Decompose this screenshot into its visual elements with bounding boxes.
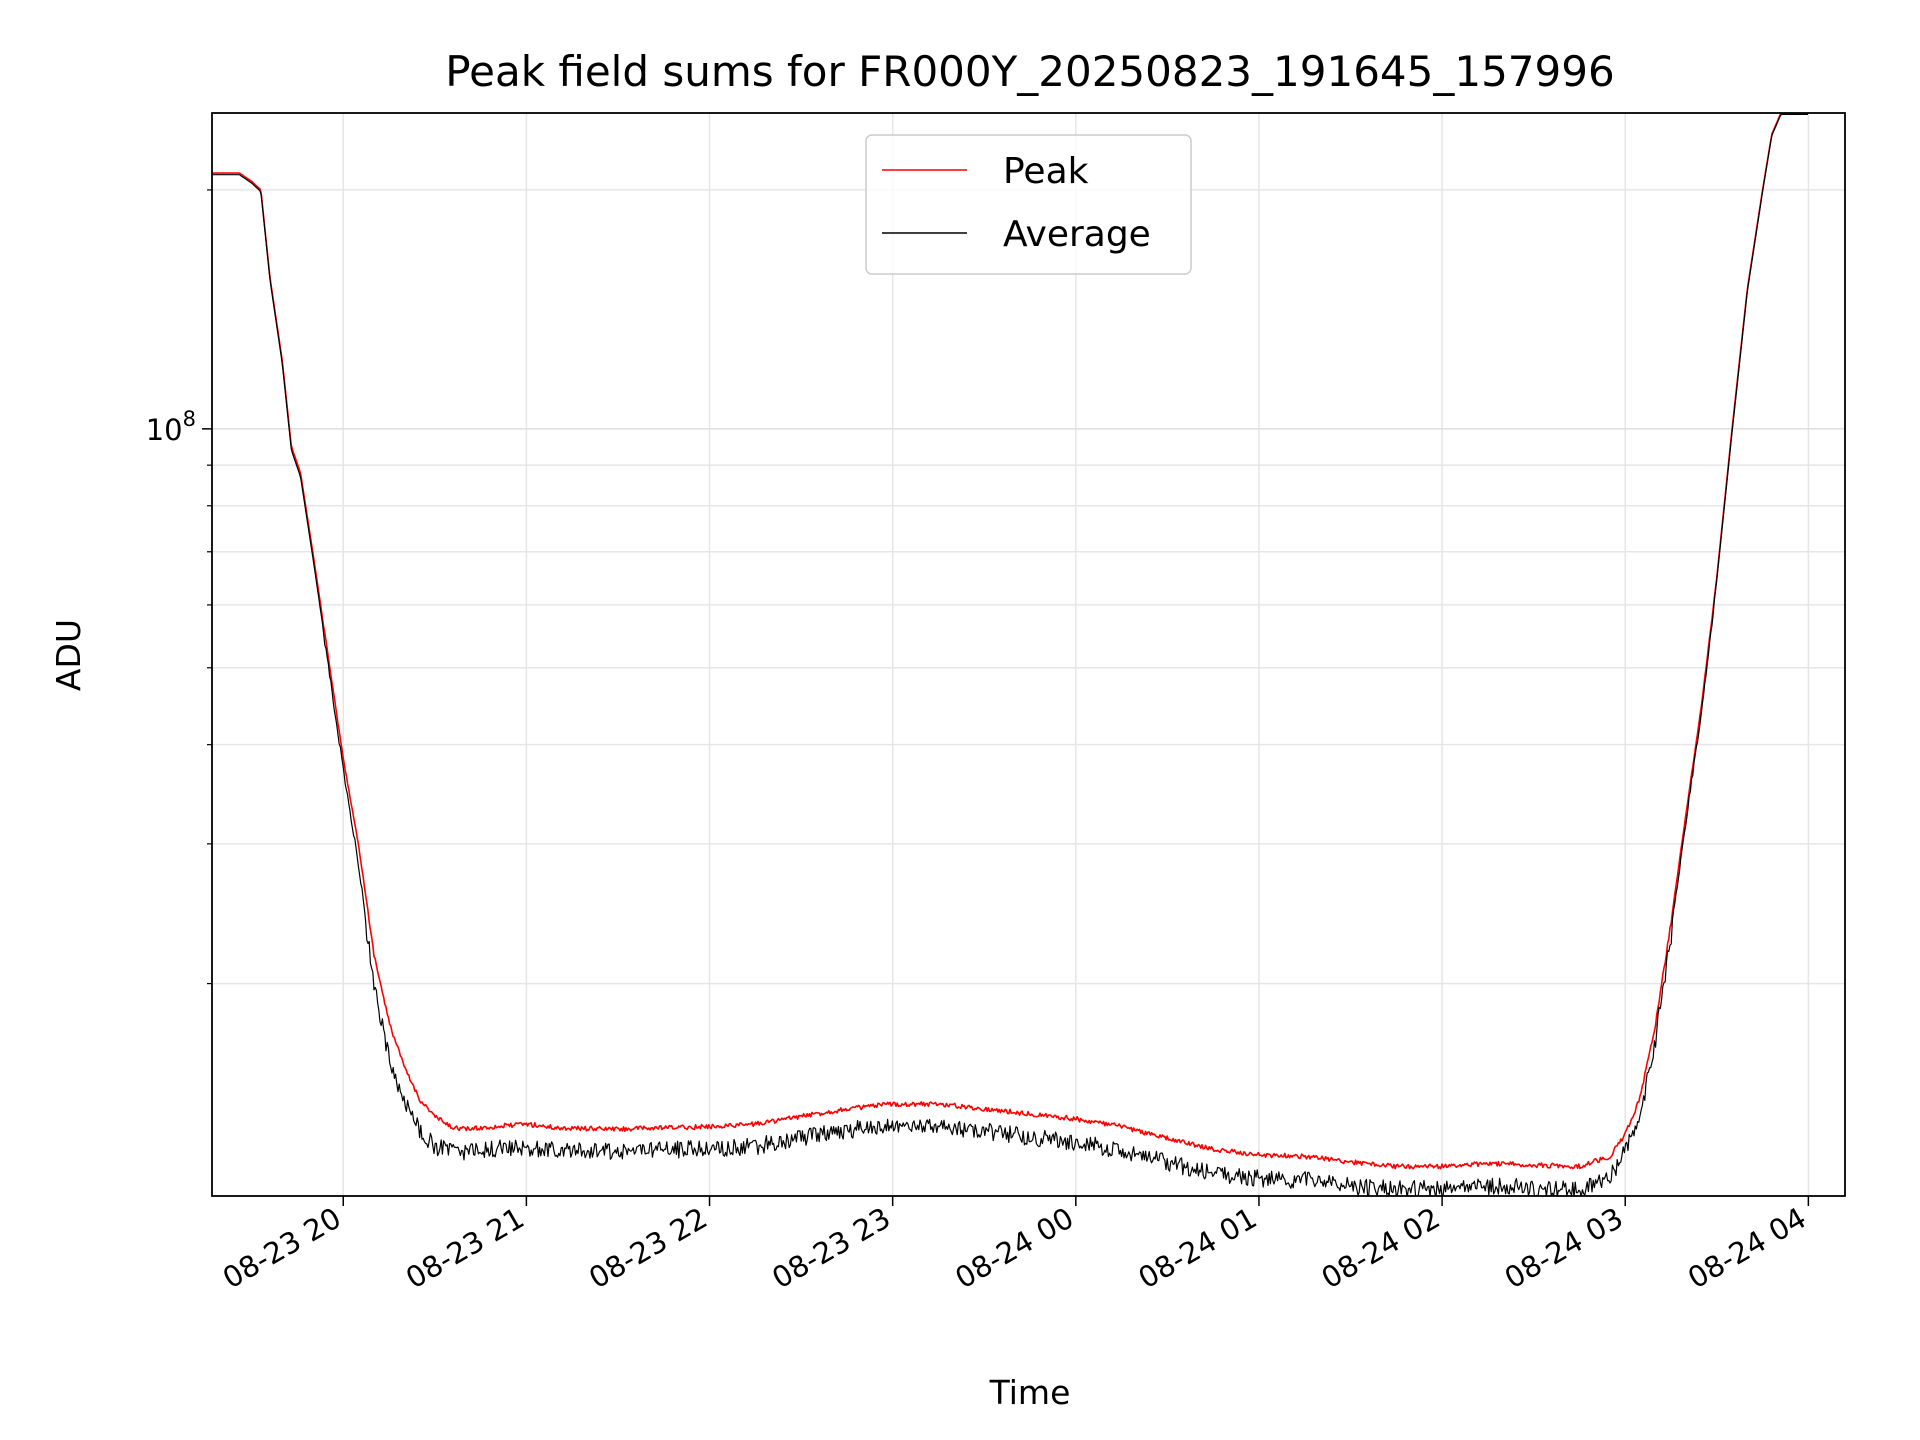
series-layer <box>212 113 1808 1196</box>
x-axis-label: Time <box>989 1373 1071 1412</box>
series-line-peak <box>212 113 1808 1170</box>
grid-lines <box>212 113 1845 1196</box>
y-tick-label: 108 <box>146 407 196 447</box>
y-axis-label: ADU <box>49 619 88 691</box>
plot-frame <box>211 112 1846 1197</box>
series-line-average <box>212 113 1808 1196</box>
legend-label-peak: Peak <box>1003 151 1089 192</box>
legend-label-average: Average <box>1003 214 1151 255</box>
legend: Peak Average <box>865 134 1192 275</box>
chart-title: Peak field sums for FR000Y_20250823_1916… <box>445 47 1614 96</box>
